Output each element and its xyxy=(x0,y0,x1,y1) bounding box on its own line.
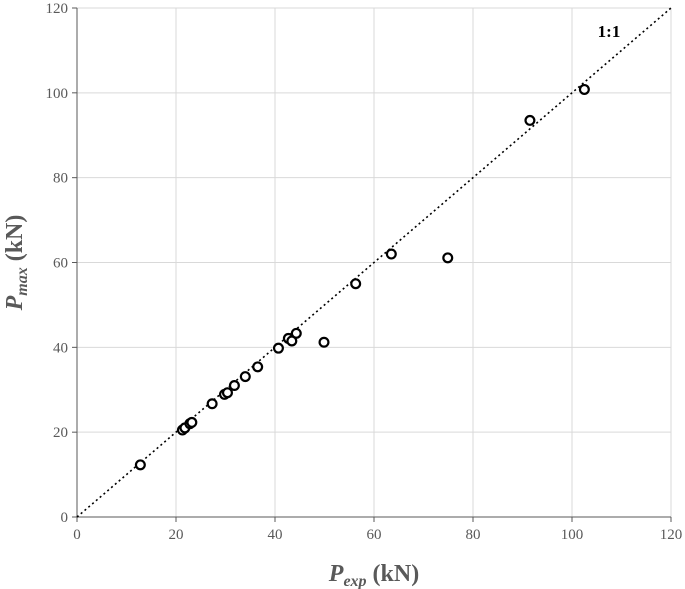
data-point xyxy=(186,416,198,428)
x-axis-title-main: P xyxy=(328,561,344,587)
y-tick-label: 80 xyxy=(53,171,68,187)
y-tick-label: 0 xyxy=(61,510,69,526)
y-axis-title: Pmax (kN) xyxy=(2,215,31,312)
axis-labels: Pexp (kN) Pmax (kN) 1:1 xyxy=(2,22,620,589)
x-tick-label: 60 xyxy=(367,527,382,543)
data-point xyxy=(524,114,536,126)
y-tick-label: 40 xyxy=(53,340,68,356)
data-point xyxy=(252,361,264,373)
y-axis-title-sub: max xyxy=(14,267,31,295)
y-axis-title-unit: (kN) xyxy=(2,215,28,262)
data-point xyxy=(272,342,284,354)
x-tick-label: 120 xyxy=(660,527,683,543)
data-point xyxy=(206,398,218,410)
y-axis-title-main: P xyxy=(2,295,28,311)
data-point xyxy=(578,83,590,95)
reference-line-group xyxy=(76,7,672,518)
data-point xyxy=(239,371,251,383)
reference-line-1to1 xyxy=(76,7,672,518)
y-tick-label: 20 xyxy=(53,425,68,441)
data-point xyxy=(350,278,362,290)
x-tick-label: 40 xyxy=(268,527,283,543)
data-point xyxy=(286,335,298,347)
x-tick-label: 80 xyxy=(466,527,481,543)
axes: 0 20 40 60 80 100 120 0 20 40 60 80 100 120 xyxy=(46,1,683,543)
reference-line-label: 1:1 xyxy=(598,22,621,41)
x-axis-title-sub: exp xyxy=(343,573,366,589)
data-point xyxy=(385,248,397,260)
y-tick-label: 60 xyxy=(53,256,68,272)
x-tick-label: 0 xyxy=(73,527,81,543)
data-point xyxy=(318,336,330,348)
x-tick-label: 100 xyxy=(561,527,584,543)
data-point xyxy=(290,327,302,339)
x-axis-title-unit: (kN) xyxy=(373,561,420,587)
data-point xyxy=(442,252,454,264)
x-axis-title: Pexp (kN) xyxy=(328,561,419,589)
y-tick-label: 120 xyxy=(46,1,69,17)
data-point xyxy=(221,387,233,399)
data-points xyxy=(134,83,590,471)
data-point xyxy=(134,459,146,471)
x-tick-label: 20 xyxy=(169,527,184,543)
data-point xyxy=(228,380,240,392)
y-tick-label: 100 xyxy=(46,86,69,102)
